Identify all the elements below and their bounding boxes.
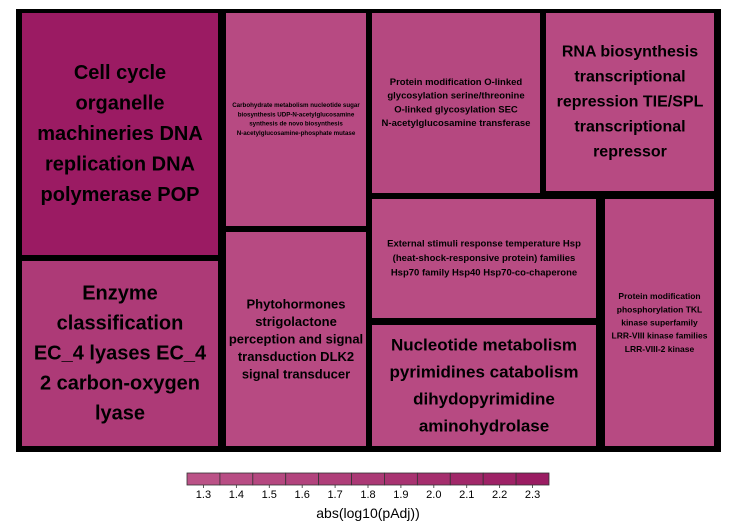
legend-swatch xyxy=(449,472,484,486)
legend-swatch xyxy=(186,472,221,486)
tile-rect-rna xyxy=(546,13,714,191)
tile-label-line: transduction DLK2 xyxy=(238,349,354,364)
tile-label-line: synthesis de novo biosynthesis xyxy=(249,121,343,128)
tile-cell-cycle: Cell cycle organelle machineries DNA replic… xyxy=(22,13,218,255)
legend-tick-label: 2.2 xyxy=(492,489,507,501)
tile-rect-cell-cycle xyxy=(22,13,218,255)
legend-swatch xyxy=(318,472,352,486)
tile-protein-phospho: Protein modification phosphorylation TKL k… xyxy=(605,199,714,446)
tile-label-line: aminohydrolase xyxy=(419,417,549,436)
legend-swatch xyxy=(384,472,418,486)
tile-label-line: signal transducer xyxy=(242,367,350,382)
tile-phytohormones: Phytohormones strigolactone perception and… xyxy=(226,232,366,446)
tile-carbohydrate: Carbohydrate metabolism nucleotide sugar… xyxy=(226,13,366,226)
tile-external: External stimuli response temperature Hs… xyxy=(372,199,596,318)
tile-label-line: kinase superfamily xyxy=(621,318,698,328)
tile-label-line: glycosylation serine/threonine xyxy=(387,91,524,102)
tile-rna: RNA biosynthesis transcriptional repressio… xyxy=(546,13,714,191)
legend-tick-label: 1.8 xyxy=(360,489,375,501)
tile-label-line: polymerase POP xyxy=(41,184,200,206)
tile-label-line: repressor xyxy=(593,144,667,161)
tile-label-line: N-acetylglucosamine transferase xyxy=(382,118,531,129)
legend-tick-label: 1.6 xyxy=(295,489,310,501)
treemap-tiles: Cell cycle organelle machineries DNA replic… xyxy=(22,13,714,446)
tile-label-line: LRR-VIII kinase families xyxy=(612,331,708,341)
legend-swatch xyxy=(515,472,550,486)
tile-label-line: RNA biosynthesis xyxy=(562,44,698,61)
tile-label-line: Enzyme xyxy=(82,283,158,305)
tile-label-line: pyrimidines catabolism xyxy=(390,363,579,382)
tile-label-line: classification xyxy=(57,313,184,335)
tile-label-line: perception and signal xyxy=(229,332,363,347)
tile-label-line: (heat-shock-responsive protein) families xyxy=(393,253,576,264)
tile-rect-protein-phospho xyxy=(605,199,714,446)
tile-rect-protein-glyco xyxy=(372,13,540,193)
tile-label-line: biosynthesis UDP-N-acetylglucosamine xyxy=(238,111,355,118)
tile-label-line: 2 carbon-oxygen xyxy=(40,373,200,395)
tile-label-line: Cell cycle xyxy=(74,62,166,84)
tile-nucleotide: Nucleotide metabolism pyrimidines catabol… xyxy=(372,325,596,446)
tile-label-line: dihydopyrimidine xyxy=(413,390,555,409)
legend-tick-label: 1.4 xyxy=(229,489,244,501)
tile-rect-external xyxy=(372,199,596,318)
legend-tick-label: 1.3 xyxy=(196,489,211,501)
legend-swatch xyxy=(252,472,287,486)
color-legend: 1.3 1.4 1.5 1.6 1.7 1.8 1.9 2.0 2.1 2.2 2.3 abs(log… xyxy=(186,472,550,521)
legend-swatch xyxy=(219,472,254,486)
legend-swatch xyxy=(351,472,385,486)
tile-label-line: transcriptional xyxy=(574,119,685,136)
tile-label-line: Hsp70 family Hsp40 Hsp70-co-chaperone xyxy=(391,268,577,279)
tile-label-line: organelle xyxy=(76,93,165,115)
legend-tick-label: 2.3 xyxy=(525,489,540,501)
tile-label-line: O-linked glycosylation SEC xyxy=(394,104,518,115)
tile-protein-glyco: Protein modification O-linked glycosylati… xyxy=(372,13,540,193)
tile-label-line: Nucleotide metabolism xyxy=(391,336,577,355)
tile-label-line: Protein modification xyxy=(618,291,700,301)
tile-rect-nucleotide xyxy=(372,325,596,446)
tile-label-line: phosphorylation TKL xyxy=(617,304,702,314)
tile-label-line: LRR-VIII-2 kinase xyxy=(625,344,695,354)
legend-swatch xyxy=(416,472,451,486)
legend-tick-label: 2.0 xyxy=(426,489,441,501)
tile-label-line: lyase xyxy=(95,403,145,425)
tile-label-line: replication DNA xyxy=(45,154,195,176)
legend-tick-label: 1.5 xyxy=(262,489,277,501)
tile-label-line: transcriptional xyxy=(574,69,685,86)
tile-label-line: Phytohormones xyxy=(247,297,346,312)
tile-enzyme: Enzyme classification EC_4 lyases EC_4 2 ca… xyxy=(22,261,218,446)
tile-rect-enzyme xyxy=(22,261,218,446)
tile-label-line: Carbohydrate metabolism nucleotide sugar xyxy=(232,102,360,109)
tile-label-line: repression TIE/SPL xyxy=(557,94,704,111)
tile-label-line: N-acetylglucosamine-phosphate mutase xyxy=(237,130,356,137)
tile-label-line: strigolactone xyxy=(255,314,337,329)
legend-tick-label: 1.7 xyxy=(327,489,342,501)
tile-label-line: Protein modification O-linked xyxy=(390,77,523,88)
tile-label-line: External stimuli response temperature Hs… xyxy=(387,239,581,250)
legend-tick-label: 1.9 xyxy=(393,489,408,501)
tile-rect-phytohormones xyxy=(226,232,366,446)
legend-swatch xyxy=(285,472,320,486)
legend-tick-label: 2.1 xyxy=(459,489,474,501)
legend-title: abs(log10(pAdj)) xyxy=(316,505,420,521)
tile-label-line: machineries DNA xyxy=(37,123,203,145)
tile-label-line: EC_4 lyases EC_4 xyxy=(34,343,207,365)
legend-swatch xyxy=(482,472,517,486)
tile-rect-carbohydrate xyxy=(226,13,366,226)
